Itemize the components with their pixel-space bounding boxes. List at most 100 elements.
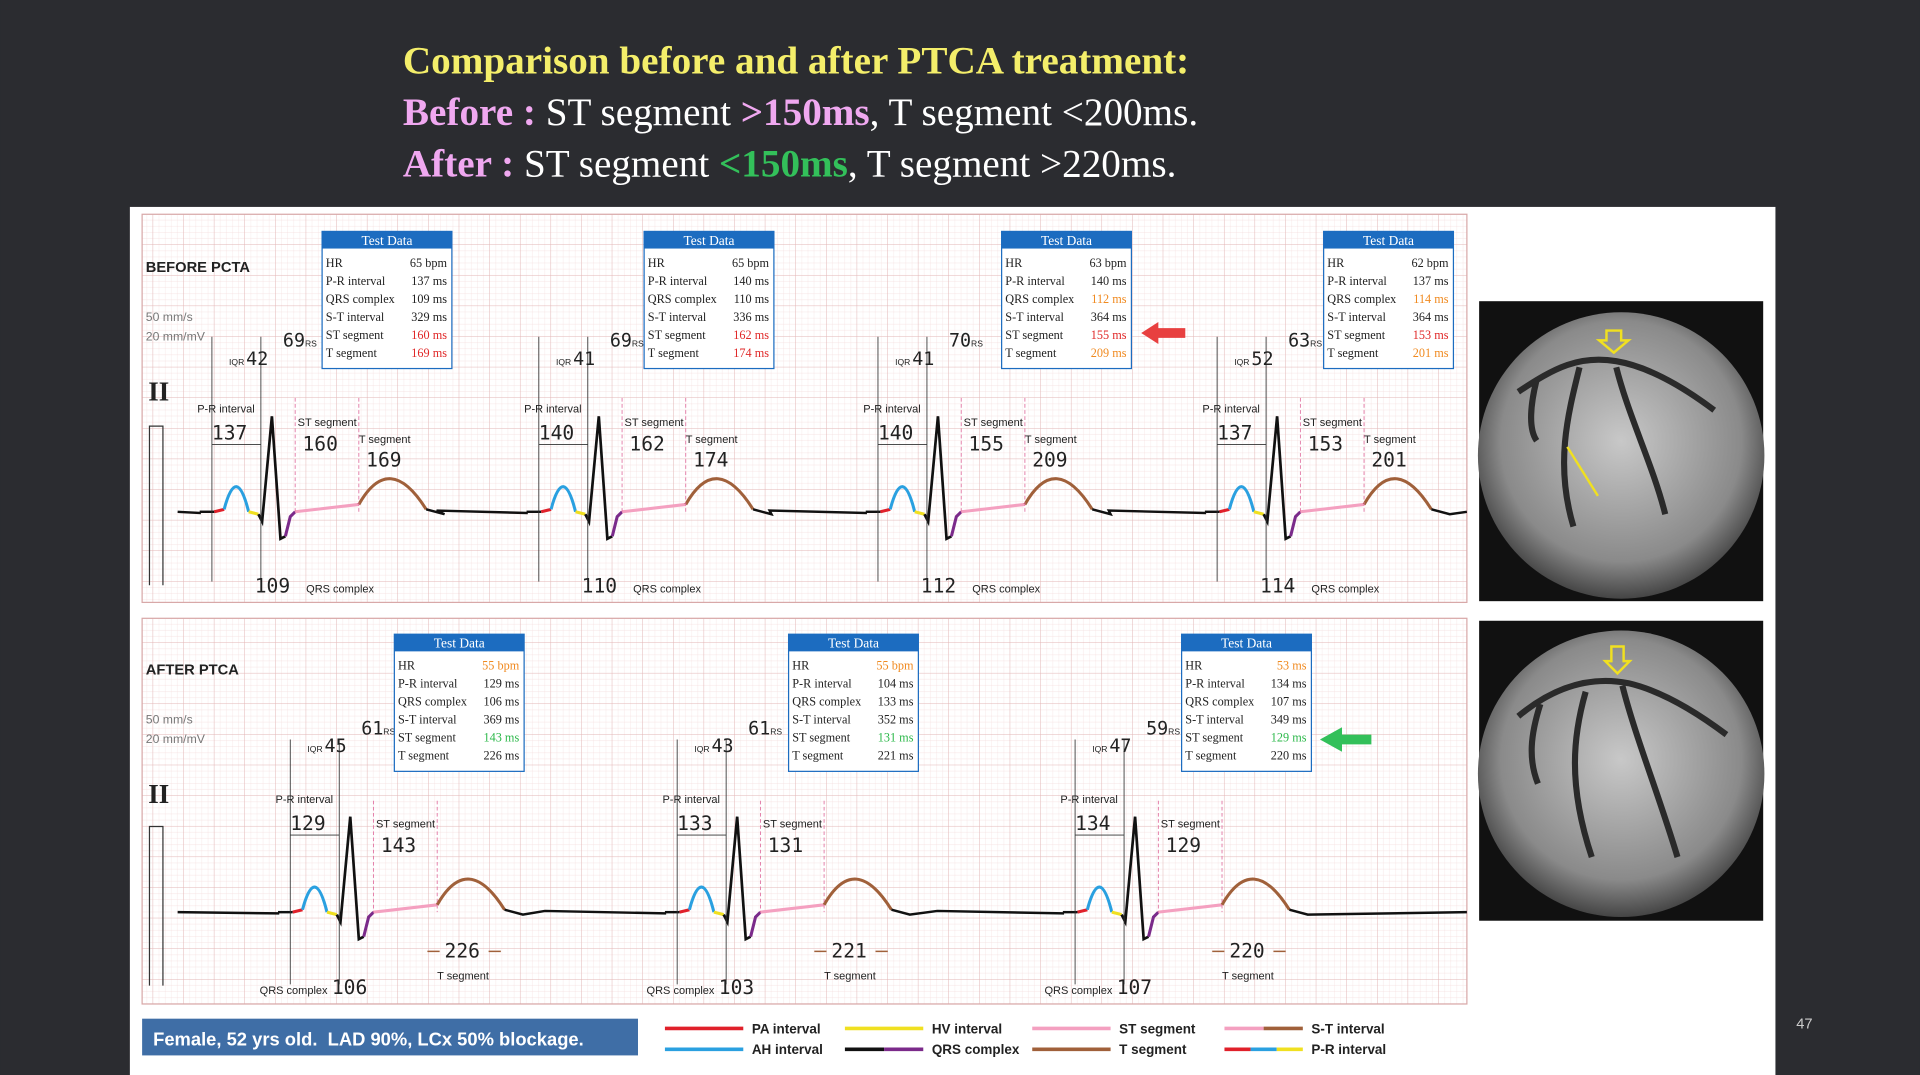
iqr-value: 43 xyxy=(711,736,733,757)
row-label: P-R interval xyxy=(326,274,386,288)
footer-note: Female, 52 yrs old. LAD 90%, LCx 50% blo… xyxy=(153,1029,584,1050)
trace-baseline xyxy=(177,508,1468,517)
row-value: 104 ms xyxy=(878,677,914,691)
rs-value: 59 xyxy=(1146,719,1168,740)
row-label: ST segment xyxy=(648,328,706,342)
trace-ah xyxy=(1085,885,1114,913)
row-label: P-R interval xyxy=(792,677,852,691)
row-label: ST segment xyxy=(1005,328,1063,342)
iqr-value: 42 xyxy=(246,349,268,370)
qrs-value: 107 xyxy=(1117,976,1152,999)
pr-value: 140 xyxy=(878,422,913,445)
qrs-label: QRS complex xyxy=(1311,584,1379,596)
row-label: T segment xyxy=(326,346,378,360)
table-title: Test Data xyxy=(362,233,413,248)
speed: 50 mm/s xyxy=(146,713,193,727)
rs-label: RS xyxy=(1310,338,1322,348)
st-value: 162 xyxy=(629,433,664,456)
st-label: ST segment xyxy=(376,819,435,831)
trace-pa xyxy=(213,507,225,514)
t-value: 220 xyxy=(1229,939,1264,962)
iqr-value: 45 xyxy=(325,736,347,757)
qrs-label: QRS complex xyxy=(260,985,328,997)
pr-label: P-R interval xyxy=(276,794,333,806)
after-value: <150ms xyxy=(719,142,848,185)
row-label: HR xyxy=(1327,256,1345,270)
trace-st xyxy=(294,502,360,514)
row-label: P-R interval xyxy=(1327,274,1387,288)
trace-t xyxy=(822,877,893,911)
t-value: 201 xyxy=(1371,448,1406,471)
qrs-value: 110 xyxy=(582,575,617,598)
pr-label: P-R interval xyxy=(1202,404,1259,416)
trace-qrs-end xyxy=(362,911,375,938)
table-box xyxy=(787,633,919,772)
rs-value: 70 xyxy=(949,330,971,351)
st-label: ST segment xyxy=(964,417,1023,429)
row-value: 134 ms xyxy=(1271,677,1307,691)
row-label: QRS complex xyxy=(1005,292,1074,306)
rs-value: 69 xyxy=(610,330,632,351)
pr-value: 134 xyxy=(1075,812,1110,835)
row-label: HR xyxy=(1185,659,1203,673)
row-value: 109 ms xyxy=(411,292,447,306)
row-value: 65 bpm xyxy=(410,256,448,270)
rs-value: 61 xyxy=(361,719,383,740)
qrs-label: QRS complex xyxy=(647,985,715,997)
angio-arrow xyxy=(1595,329,1632,355)
pr-value: 137 xyxy=(1217,422,1252,445)
row-label: HR xyxy=(648,256,666,270)
row-value: 160 ms xyxy=(411,328,447,342)
qrs-value: 109 xyxy=(255,575,290,598)
row-label: QRS complex xyxy=(648,292,717,306)
qrs-label: QRS complex xyxy=(306,584,374,596)
table-title: Test Data xyxy=(1221,636,1272,651)
rs-value: 63 xyxy=(1288,330,1310,351)
table-box xyxy=(393,633,525,772)
st-value: 143 xyxy=(381,834,416,857)
row-value: 329 ms xyxy=(411,310,447,324)
rs-value: 69 xyxy=(283,330,305,351)
row-value: 55 bpm xyxy=(482,659,520,673)
row-label: S-T interval xyxy=(1327,310,1386,324)
row-value: 63 bpm xyxy=(1089,256,1127,270)
row-value: 162 ms xyxy=(733,328,769,342)
iqr-label: IQR xyxy=(1234,357,1249,367)
legend-label: PA interval xyxy=(752,1021,821,1036)
trace-pa xyxy=(880,507,891,514)
qrs-label: QRS complex xyxy=(633,584,701,596)
iqr-label: IQR xyxy=(556,357,571,367)
trace-t xyxy=(357,477,428,511)
t-value: 226 xyxy=(445,939,480,962)
table-header xyxy=(322,231,452,249)
row-value: 55 bpm xyxy=(876,659,914,673)
after-text: ST segment xyxy=(514,142,719,185)
row-value: 106 ms xyxy=(484,695,520,709)
trace-ah xyxy=(301,885,329,913)
after-rest: , T segment >220ms. xyxy=(848,142,1176,185)
t-label: T segment xyxy=(437,970,489,982)
row-value: 220 ms xyxy=(1271,749,1307,763)
legend-label: S-T interval xyxy=(1311,1021,1384,1036)
pr-value: 129 xyxy=(290,812,325,835)
iqr-value: 41 xyxy=(573,349,595,370)
pr-value: 133 xyxy=(677,812,712,835)
trace-qrs-end xyxy=(1147,911,1160,938)
table-title: Test Data xyxy=(1363,233,1414,248)
row-label: ST segment xyxy=(1185,731,1243,745)
row-value: 209 ms xyxy=(1091,346,1127,360)
table-title: Test Data xyxy=(1041,233,1092,248)
table-title: Test Data xyxy=(684,233,735,248)
trace-qrs-end xyxy=(1289,510,1302,537)
row-label: S-T interval xyxy=(398,713,457,727)
t-value: 174 xyxy=(693,448,728,471)
trace-ah xyxy=(222,485,251,513)
iqr-value: 47 xyxy=(1109,736,1131,757)
row-value: 364 ms xyxy=(1413,310,1449,324)
gain: 20 mm/mV xyxy=(146,329,206,343)
trace-st xyxy=(373,903,438,914)
iqr-label: IQR xyxy=(694,744,709,754)
trace-hv xyxy=(1253,510,1265,516)
trace-ah xyxy=(1227,485,1256,513)
